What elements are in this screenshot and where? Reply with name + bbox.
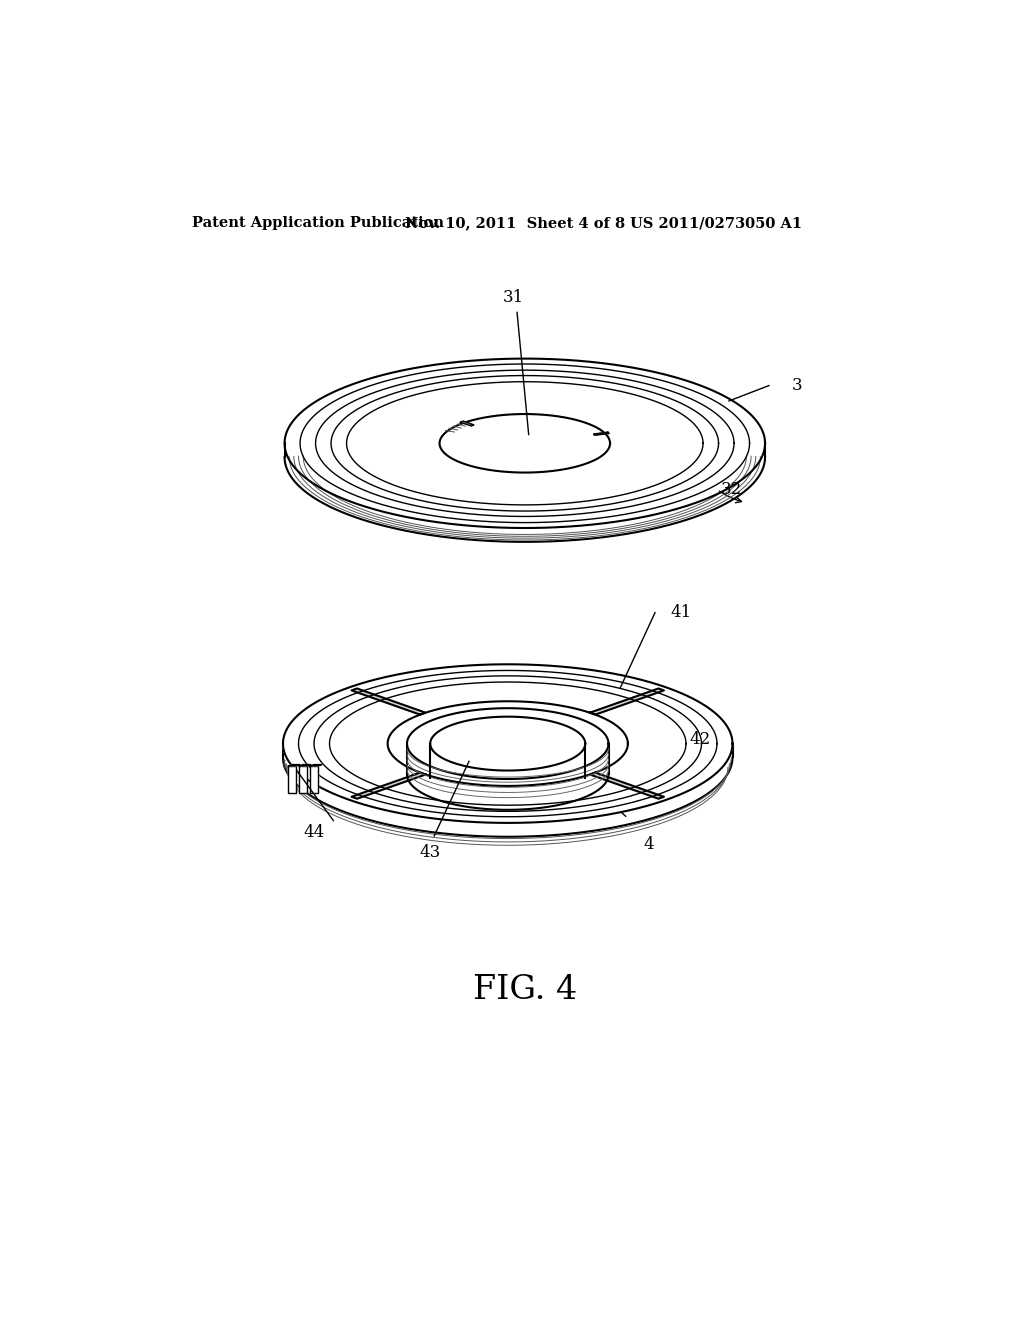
Polygon shape — [289, 766, 296, 793]
Polygon shape — [283, 694, 415, 793]
Polygon shape — [461, 421, 474, 426]
Polygon shape — [351, 689, 426, 714]
Polygon shape — [590, 772, 664, 799]
Text: Nov. 10, 2011  Sheet 4 of 8: Nov. 10, 2011 Sheet 4 of 8 — [406, 216, 626, 230]
Polygon shape — [285, 359, 765, 528]
Text: 43: 43 — [420, 843, 441, 861]
Polygon shape — [351, 772, 426, 799]
Text: 3: 3 — [793, 378, 803, 395]
Text: FIG. 4: FIG. 4 — [473, 974, 577, 1006]
Text: 4: 4 — [643, 836, 654, 853]
Text: US 2011/0273050 A1: US 2011/0273050 A1 — [630, 216, 803, 230]
Polygon shape — [367, 664, 649, 710]
Polygon shape — [299, 766, 307, 793]
Polygon shape — [310, 766, 317, 793]
Text: 41: 41 — [671, 605, 692, 622]
Polygon shape — [590, 689, 664, 714]
Polygon shape — [289, 764, 300, 766]
Polygon shape — [299, 764, 311, 766]
Text: Patent Application Publication: Patent Application Publication — [191, 216, 443, 230]
Polygon shape — [310, 764, 322, 766]
Polygon shape — [439, 414, 610, 473]
Text: 42: 42 — [690, 731, 711, 748]
Text: 44: 44 — [303, 825, 325, 841]
Polygon shape — [283, 664, 732, 822]
Polygon shape — [439, 414, 610, 473]
Text: 31: 31 — [503, 289, 524, 306]
Text: 32: 32 — [721, 480, 742, 498]
Polygon shape — [430, 717, 586, 771]
Polygon shape — [601, 694, 732, 793]
Polygon shape — [367, 776, 649, 822]
Polygon shape — [594, 432, 609, 436]
